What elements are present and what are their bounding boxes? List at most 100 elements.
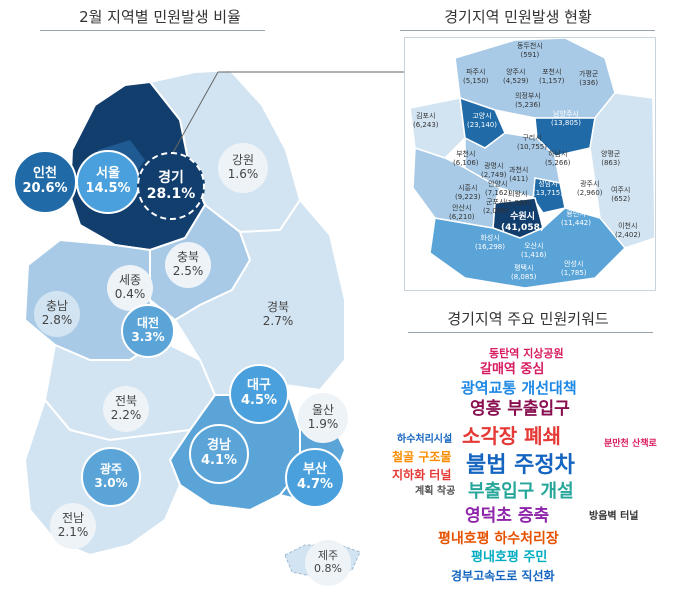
keyword: 지하화 터널	[392, 468, 452, 482]
city-label: 안성시 (1,785)	[561, 260, 587, 277]
bubble-seoul[interactable]: 서울 14.5%	[76, 150, 140, 214]
bubble-incheon[interactable]: 인천 20.6%	[13, 150, 77, 214]
bubble-gangwon[interactable]: 강원 1.6%	[218, 143, 268, 193]
bubble-daegu[interactable]: 대구 4.5%	[229, 364, 289, 424]
region-value: 1.9%	[307, 417, 339, 431]
keyword: 철골 구조물	[392, 450, 452, 464]
city-label: 오산시 (1,416)	[521, 242, 547, 259]
keyword: 광역교통 개선대책	[461, 379, 577, 397]
region-name: 전북	[114, 394, 138, 409]
city-label: 화성시 (16,298)	[475, 234, 505, 251]
bubble-sejong[interactable]: 세종 0.4%	[107, 265, 153, 311]
region-name: 경남	[207, 438, 231, 454]
city-label: 안양시 (7,162)	[485, 180, 511, 197]
city-label: 성남시 (13,715)	[533, 180, 563, 197]
city-label: 하남시 (5,266)	[545, 150, 571, 167]
city-label: 여주시 (652)	[611, 186, 631, 203]
region-value: 20.6%	[22, 181, 68, 196]
region-value: 3.3%	[131, 330, 165, 344]
cloud-title-underline	[408, 332, 653, 333]
city-label: 시흥시 (9,223)	[455, 184, 481, 201]
region-value: 1.6%	[227, 167, 259, 181]
region-name: 광주	[99, 462, 123, 477]
bubble-gwangju[interactable]: 광주 3.0%	[81, 447, 141, 507]
region-name: 대구	[247, 378, 271, 394]
city-label: 광주시 (2,960)	[577, 180, 603, 197]
inset-southwest	[412, 146, 501, 229]
right-title-underline	[400, 30, 655, 31]
inset-seongnam	[532, 177, 566, 214]
city-label: 과천시 (411)	[509, 166, 529, 183]
bubble-jeonbuk[interactable]: 전북 2.2%	[103, 386, 149, 432]
bubble-busan[interactable]: 부산 4.7%	[285, 448, 345, 508]
keyword: 영덕초 증축	[465, 506, 550, 526]
city-label: 동두천시 (591)	[517, 42, 543, 59]
city-label: 포천시 (1,157)	[539, 68, 565, 85]
bubble-ulsan[interactable]: 울산 1.9%	[298, 393, 348, 443]
keyword: 영흥 부출입구	[470, 399, 570, 419]
city-label: 광명시 (2,749)	[481, 162, 507, 179]
inset-south	[429, 207, 627, 289]
city-label: 수원시 (41,058)	[501, 212, 544, 234]
region-name: 울산	[311, 403, 335, 418]
city-label: 용인시 (11,442)	[561, 210, 591, 227]
region-name: 세종	[118, 273, 142, 288]
region-name: 강원	[231, 153, 255, 168]
left-title-underline	[40, 30, 265, 31]
gyeonggi-inset-map: 동두천시 (591) 파주시 (5,150) 양주시 (4,529) 포천시 (1,15…	[404, 37, 656, 291]
region-value: 28.1%	[146, 186, 196, 202]
region-value: 3.0%	[94, 476, 128, 490]
keyword: 경부고속도로 직선화	[451, 569, 555, 583]
bubble-daejeon[interactable]: 대전 3.3%	[121, 304, 175, 358]
bubble-gyeonggi[interactable]: 경기 28.1%	[137, 152, 205, 220]
region-name: 경기	[158, 169, 184, 186]
region-name: 충북	[176, 250, 200, 265]
city-label: 이천시 (2,402)	[615, 222, 641, 239]
city-label: 가평군 (336)	[579, 70, 599, 87]
region-value: 0.4%	[114, 287, 146, 301]
region-value: 14.5%	[85, 181, 131, 196]
city-label: 구리시 (10,755)	[517, 134, 547, 151]
keyword: 동탄역 지상공원	[489, 347, 564, 360]
bubble-chungbuk[interactable]: 충북 2.5%	[165, 242, 211, 288]
keyword: 방음벽 터널	[589, 511, 639, 522]
keyword-cloud-title: 경기지역 주요 민원키워드	[447, 310, 609, 328]
inset-west	[409, 97, 466, 159]
bubble-jeonnam[interactable]: 전남 2.1%	[50, 503, 96, 549]
region-value: 4.7%	[296, 477, 334, 492]
left-map-title: 2월 지역별 민원발생 비율	[79, 8, 241, 26]
region-name: 부산	[303, 462, 327, 478]
keyword: 갈매역 중심	[480, 362, 545, 377]
region-value: 2.1%	[57, 525, 89, 539]
region-value: 0.8%	[314, 562, 342, 575]
keyword: 불법 주정차	[466, 453, 575, 478]
keyword: 부출입구 개설	[468, 481, 574, 502]
inset-east	[589, 92, 655, 249]
bubble-gyeongbuk[interactable]: 경북 2.7%	[253, 290, 303, 340]
region-name: 전남	[61, 511, 85, 526]
region-name: 서울	[96, 166, 120, 182]
bubble-chungnam[interactable]: 충남 2.8%	[34, 291, 80, 337]
region-name: 경북	[266, 300, 290, 315]
city-label: 의정부시 (5,236)	[515, 92, 541, 109]
city-label: 양평군 (863)	[601, 150, 621, 167]
region-value: 2.5%	[172, 264, 204, 278]
inset-connector-line	[169, 71, 219, 159]
inset-namyangju	[534, 117, 596, 157]
region-value: 4.1%	[200, 453, 238, 468]
bubble-gyeongnam[interactable]: 경남 4.1%	[189, 424, 249, 484]
keyword: 평내호평 하수처리장	[438, 531, 559, 547]
bubble-jeju[interactable]: 제주 0.8%	[305, 540, 351, 586]
keyword: 계획 착공	[415, 486, 456, 497]
region-name: 인천	[33, 166, 57, 182]
region-name: 대전	[136, 316, 160, 331]
region-name: 제주	[317, 549, 339, 563]
city-label: 고양시 (23,140)	[467, 112, 497, 129]
region-value: 4.5%	[240, 393, 278, 408]
region-value: 2.7%	[262, 314, 294, 328]
region-value: 2.8%	[41, 313, 73, 327]
city-label: 김포시 (6,243)	[413, 112, 439, 129]
right-map-title: 경기지역 민원발생 현황	[444, 8, 592, 26]
gyeonggi-shapes	[409, 38, 655, 289]
city-label: 군포시 (2,096)	[483, 198, 509, 215]
